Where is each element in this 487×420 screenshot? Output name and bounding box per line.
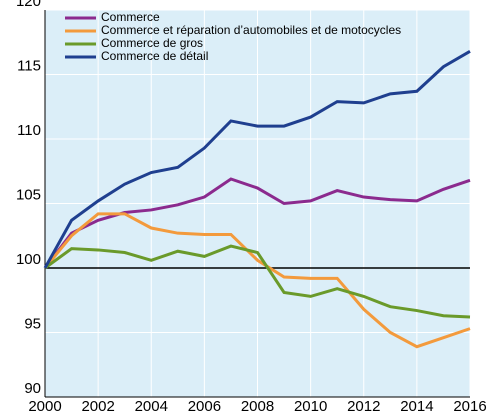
legend-label: Commerce de détail [101, 49, 208, 63]
x-tick-label: 2014 [400, 398, 433, 415]
y-tick-label: 90 [24, 380, 41, 397]
y-tick-label: 115 [17, 57, 41, 74]
x-tick-label: 2010 [294, 398, 327, 415]
line-series [43, 212, 471, 349]
y-tick-label: 110 [17, 122, 41, 139]
x-tick-label: 2016 [453, 398, 486, 415]
x-tick-label: 2000 [28, 398, 61, 415]
x-tick-label: 2004 [135, 398, 168, 415]
legend-label: Commerce de gros [101, 36, 203, 50]
x-tick-label: 2002 [81, 398, 114, 415]
y-tick-label: 95 [24, 315, 41, 332]
y-tick-label: 120 [16, 0, 41, 10]
legend-label: Commerce [101, 10, 160, 24]
x-tick-label: 2008 [241, 398, 274, 415]
x-tick-label: 2012 [347, 398, 380, 415]
y-tick-label: 100 [16, 251, 41, 268]
legend-label: Commerce et réparation d’automobiles et … [101, 23, 401, 37]
x-tick-label: 2006 [188, 398, 221, 415]
line-series [43, 49, 471, 269]
y-tick-label: 105 [16, 186, 41, 203]
line-series [44, 244, 471, 319]
